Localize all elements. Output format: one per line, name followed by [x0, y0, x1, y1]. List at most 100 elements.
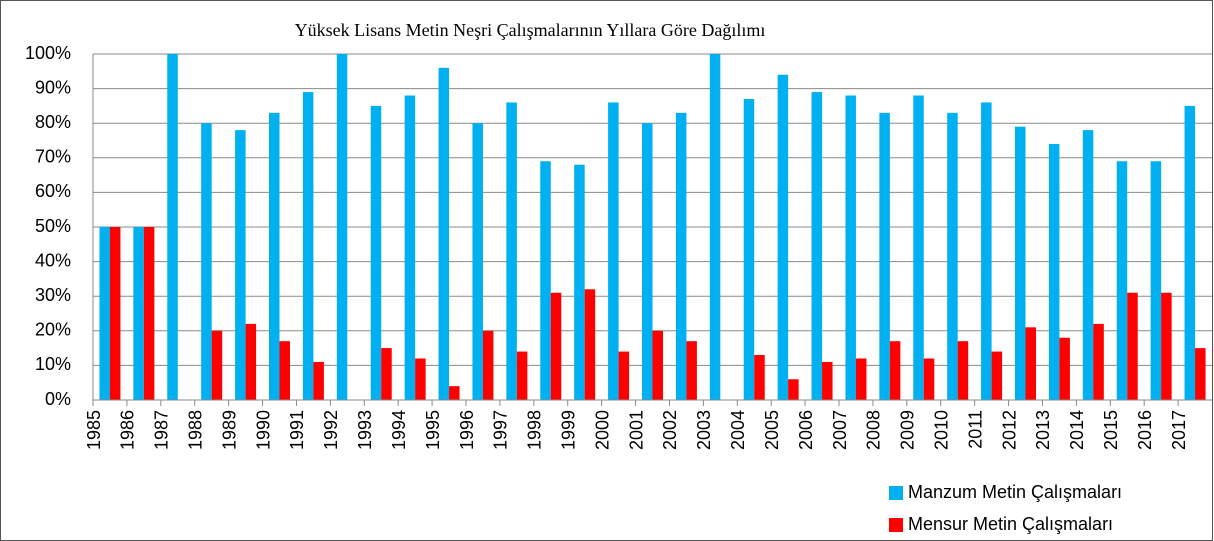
bar	[879, 112, 890, 400]
bar	[109, 227, 121, 400]
x-tick-label: 2017	[1169, 410, 1189, 450]
bar	[822, 361, 833, 400]
bar	[404, 95, 416, 401]
x-tick-label: 2002	[660, 410, 680, 450]
bar	[709, 54, 721, 400]
bar	[743, 98, 755, 400]
bar	[1195, 348, 1206, 400]
bar	[574, 164, 585, 400]
bar	[991, 351, 1003, 400]
bar	[438, 67, 450, 400]
bar	[167, 54, 178, 400]
bar	[269, 112, 280, 400]
x-tick-label: 1995	[423, 410, 443, 450]
x-tick-label: 2009	[898, 410, 918, 450]
bar	[923, 358, 935, 400]
legend-label: Manzum Metin Çalışmaları	[908, 482, 1122, 502]
bar	[1093, 323, 1104, 400]
bar	[811, 92, 823, 400]
bar	[143, 227, 155, 400]
x-tick-label: 1999	[558, 410, 578, 450]
bar	[981, 102, 992, 400]
bar	[381, 348, 392, 400]
bar	[889, 341, 901, 400]
bar	[1082, 130, 1094, 400]
y-tick-label: 100%	[25, 43, 71, 63]
bar	[652, 330, 663, 400]
bar	[506, 102, 517, 400]
bar	[336, 54, 348, 400]
bar	[540, 161, 551, 400]
x-tick-label: 2011	[965, 410, 985, 449]
y-tick-label: 0%	[45, 389, 71, 409]
bar	[618, 351, 630, 400]
legend-label: Mensur Metin Çalışmaları	[908, 514, 1113, 534]
x-tick-label: 2003	[694, 410, 714, 450]
bar	[449, 386, 460, 400]
x-tick-label: 1996	[457, 410, 477, 450]
x-tick-label: 2007	[830, 410, 850, 450]
y-tick-label: 10%	[35, 354, 71, 374]
x-tick-label: 2010	[931, 410, 951, 450]
x-tick-label: 1988	[185, 410, 205, 450]
y-tick-label: 30%	[35, 285, 71, 305]
legend-swatch	[889, 486, 903, 500]
bar	[279, 341, 290, 400]
x-tick-label: 1987	[152, 410, 172, 450]
bar	[1048, 143, 1060, 400]
bar	[415, 358, 426, 400]
legend-swatch	[889, 518, 903, 532]
bar	[584, 289, 596, 400]
bar	[913, 95, 924, 401]
bar	[201, 123, 212, 400]
x-tick-label: 2000	[592, 410, 612, 450]
x-tick-label: 1989	[219, 410, 239, 450]
y-tick-label: 50%	[35, 216, 71, 236]
x-tick-label: 2001	[626, 410, 646, 450]
bar	[211, 330, 223, 400]
x-tick-label: 2014	[1067, 410, 1087, 450]
x-tick-label: 1992	[321, 410, 341, 450]
x-tick-label: 2012	[999, 410, 1019, 450]
y-tick-label: 80%	[35, 112, 71, 132]
bar	[642, 123, 653, 400]
bar	[1025, 327, 1036, 400]
bar	[608, 102, 619, 400]
x-tick-label: 1994	[389, 410, 409, 450]
bar	[1059, 337, 1070, 400]
x-tick-label: 2015	[1101, 410, 1121, 450]
y-tick-label: 40%	[35, 250, 71, 270]
x-tick-label: 2004	[728, 410, 748, 450]
bar	[754, 355, 765, 400]
bar	[686, 341, 697, 400]
x-tick-label: 1997	[491, 410, 511, 450]
x-tick-label: 2006	[796, 410, 816, 450]
bar	[855, 358, 867, 400]
bar	[947, 112, 958, 400]
bar	[1116, 161, 1128, 400]
bar	[302, 92, 314, 400]
bar	[1184, 105, 1196, 401]
bar	[1015, 126, 1026, 400]
bar	[245, 323, 257, 400]
x-tick-label: 1998	[525, 410, 545, 450]
bar	[1161, 292, 1172, 400]
bar	[472, 123, 483, 400]
y-tick-label: 70%	[35, 147, 71, 167]
bar	[370, 105, 382, 401]
bar	[482, 330, 494, 400]
x-tick-label: 2016	[1135, 410, 1155, 450]
x-tick-label: 1991	[287, 410, 307, 450]
bar	[1127, 292, 1138, 400]
x-tick-label: 2005	[762, 410, 782, 450]
bar	[957, 341, 969, 400]
y-tick-label: 60%	[35, 181, 71, 201]
bar	[313, 361, 324, 400]
y-tick-label: 20%	[35, 320, 71, 340]
bar	[845, 95, 856, 401]
bar	[550, 292, 562, 400]
bar	[133, 227, 144, 400]
y-tick-label: 90%	[35, 77, 71, 97]
